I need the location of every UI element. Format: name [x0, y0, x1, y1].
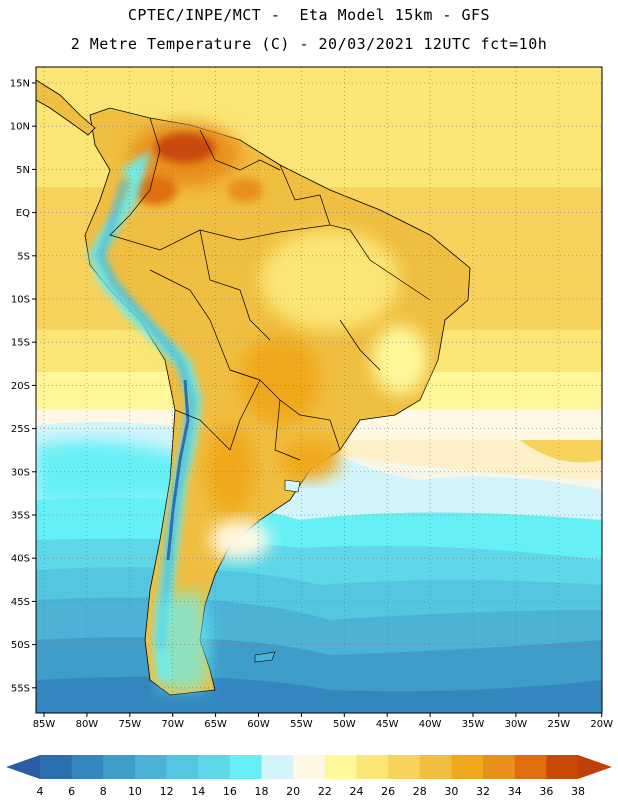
colorbar-swatch	[40, 755, 73, 779]
lat-tick-label: 45S	[11, 597, 30, 608]
lon-tick-label: 25W	[547, 719, 570, 730]
colorbar-swatch	[103, 755, 136, 779]
lat-tick-label: EQ	[16, 208, 30, 219]
colorbar-swatch	[71, 755, 104, 779]
lat-tick-label: 50S	[11, 640, 30, 651]
colorbar-label: 32	[476, 785, 490, 798]
lon-tick-label: 85W	[33, 719, 56, 730]
lat-tick-label: 15N	[10, 79, 30, 90]
lat-tick-label: 20S	[11, 381, 30, 392]
colorbar-swatch	[419, 755, 452, 779]
colorbar-label: 26	[381, 785, 395, 798]
colorbar: 4 6 8 10 12 14 16 18 20 22 24 26 28 30 32 34 36 38	[6, 755, 612, 798]
colorbar-swatch	[388, 755, 421, 779]
lat-tick-label: 10S	[11, 295, 30, 306]
colorbar-label: 6	[68, 785, 75, 798]
colorbar-label: 30	[444, 785, 458, 798]
lat-tick-label: 5S	[17, 251, 30, 262]
colorbar-label: 34	[508, 785, 522, 798]
colorbar-label: 22	[318, 785, 332, 798]
lon-tick-label: 65W	[204, 719, 227, 730]
colorbar-swatch	[546, 755, 579, 779]
colorbar-label: 8	[100, 785, 107, 798]
colorbar-label: 38	[571, 785, 585, 798]
lon-tick-label: 60W	[247, 719, 270, 730]
colorbar-swatch	[356, 755, 389, 779]
lat-tick-label: 30S	[11, 467, 30, 478]
temperature-field	[36, 67, 602, 713]
colorbar-swatch	[134, 755, 168, 779]
lon-tick-label: 50W	[333, 719, 356, 730]
colorbar-swatch	[198, 755, 231, 779]
colorbar-swatch	[293, 755, 326, 779]
lat-tick-label: 5N	[16, 165, 30, 176]
lat-tick-label: 15S	[11, 338, 30, 349]
map-subtitle: 2 Metre Temperature (C) - 20/03/2021 12U…	[70, 35, 548, 53]
colorbar-swatch	[229, 755, 263, 779]
colorbar-label: 24	[349, 785, 363, 798]
colorbar-swatch	[451, 755, 484, 779]
lat-tick-label: 40S	[11, 554, 30, 565]
lon-tick-label: 20W	[590, 719, 613, 730]
colorbar-label: 4	[37, 785, 44, 798]
lon-tick-label: 45W	[376, 719, 399, 730]
lon-tick-label: 80W	[76, 719, 99, 730]
colorbar-label: 16	[223, 785, 237, 798]
colorbar-high-arrow	[578, 755, 612, 779]
map-frame	[35, 66, 603, 714]
colorbar-swatch	[483, 755, 516, 779]
lat-tick-label: 55S	[11, 683, 30, 694]
longitude-axis: 85W 80W 75W 70W 65W 60W 55W 50W 45W 40W 35W 30W 25W 2…	[33, 713, 613, 730]
lon-tick-label: 70W	[161, 719, 184, 730]
lon-tick-label: 35W	[462, 719, 485, 730]
lat-tick-label: 25S	[11, 424, 30, 435]
colorbar-label: 18	[255, 785, 269, 798]
lon-tick-label: 75W	[118, 719, 141, 730]
colorbar-label: 20	[286, 785, 300, 798]
lon-tick-label: 30W	[505, 719, 528, 730]
colorbar-label: 14	[191, 785, 205, 798]
lat-tick-label: 35S	[11, 511, 30, 522]
colorbar-label: 12	[160, 785, 174, 798]
colorbar-swatch	[324, 755, 357, 779]
colorbar-swatch	[166, 755, 199, 779]
lat-tick-label: 10N	[10, 122, 30, 133]
colorbar-swatch	[261, 755, 294, 779]
latitude-axis: 15N 10N 5N EQ 5S 10S 15S 20S 25S 30S 35S 40S 45S 50S 5…	[10, 79, 36, 694]
lon-tick-label: 40W	[419, 719, 442, 730]
map-title: CPTEC/INPE/MCT - Eta Model 15km - GFS	[127, 6, 491, 24]
lon-tick-label: 55W	[290, 719, 313, 730]
colorbar-label: 36	[539, 785, 553, 798]
colorbar-low-arrow	[6, 755, 40, 779]
colorbar-label: 28	[413, 785, 427, 798]
colorbar-swatch	[514, 755, 547, 779]
colorbar-label: 10	[128, 785, 142, 798]
